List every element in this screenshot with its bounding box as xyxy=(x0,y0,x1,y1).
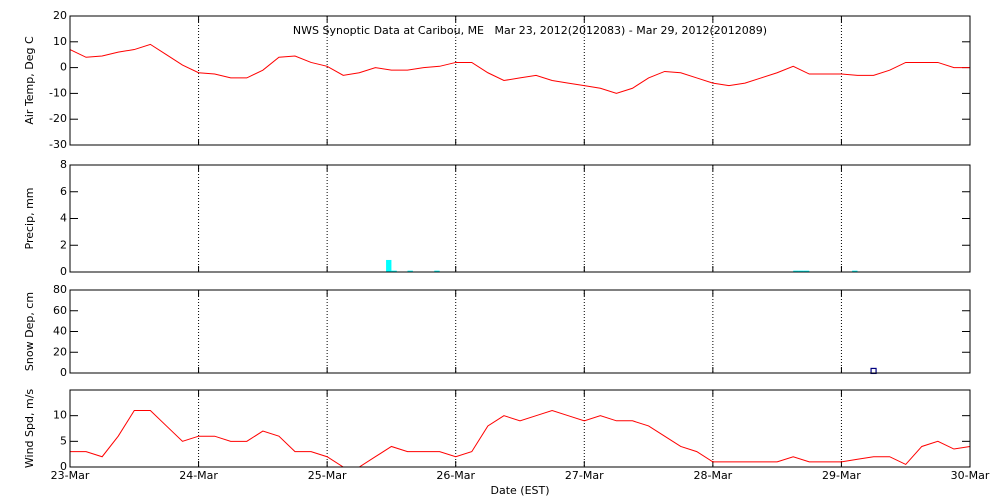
plot-frame xyxy=(69,289,971,374)
y-tick-label: 20 xyxy=(53,9,67,22)
data-line xyxy=(70,410,971,468)
bar xyxy=(803,270,810,272)
y-axis-label: Precip, mm xyxy=(23,188,36,250)
y-tick-label: 10 xyxy=(53,35,67,48)
y-tick-label: 10 xyxy=(53,409,67,422)
x-tick-label: 26-Mar xyxy=(436,469,475,482)
y-tick-label: 0 xyxy=(60,366,67,379)
chart-title: NWS Synoptic Data at Caribou, ME Mar 23,… xyxy=(293,24,767,37)
x-tick-label: 24-Mar xyxy=(179,469,218,482)
y-tick-label: 20 xyxy=(53,345,67,358)
y-tick-label: 0 xyxy=(60,460,67,473)
bar xyxy=(793,270,799,272)
y-tick-label: 0 xyxy=(60,265,67,278)
x-tick-label: 27-Mar xyxy=(565,469,604,482)
y-tick-label: 8 xyxy=(60,158,67,171)
y-axis-label: Air Temp, Deg C xyxy=(23,36,36,125)
x-tick-label: 29-Mar xyxy=(822,469,861,482)
bar xyxy=(407,270,413,272)
x-axis-label: Date (EST) xyxy=(490,484,549,497)
y-axis-label: Wind Spd, m/s xyxy=(23,389,36,469)
x-tick-label: 30-Mar xyxy=(951,469,990,482)
y-axis-label: Snow Dep, cm xyxy=(23,292,36,371)
bar xyxy=(434,270,440,272)
y-tick-label: 2 xyxy=(60,238,67,251)
data-line xyxy=(69,43,970,94)
y-tick-label: 5 xyxy=(60,434,67,447)
plot-frame xyxy=(69,15,971,146)
plot-frame xyxy=(69,389,971,468)
y-tick-label: 4 xyxy=(60,212,67,225)
y-tick-label: 40 xyxy=(53,325,67,338)
x-tick-label: 25-Mar xyxy=(308,469,347,482)
x-tick-label: 28-Mar xyxy=(693,469,732,482)
y-tick-label: 60 xyxy=(53,304,67,317)
y-tick-label: -20 xyxy=(49,112,67,125)
x-tick-label: 23-Mar xyxy=(51,469,90,482)
y-tick-label: 0 xyxy=(60,61,67,74)
plot-frame xyxy=(69,164,971,273)
bar xyxy=(852,270,858,272)
bar xyxy=(386,259,392,272)
bar xyxy=(798,270,804,272)
y-tick-label: 80 xyxy=(53,283,67,296)
bar xyxy=(391,270,397,272)
y-tick-label: -30 xyxy=(49,138,67,151)
y-tick-label: 6 xyxy=(60,185,67,198)
y-tick-label: -10 xyxy=(49,86,67,99)
